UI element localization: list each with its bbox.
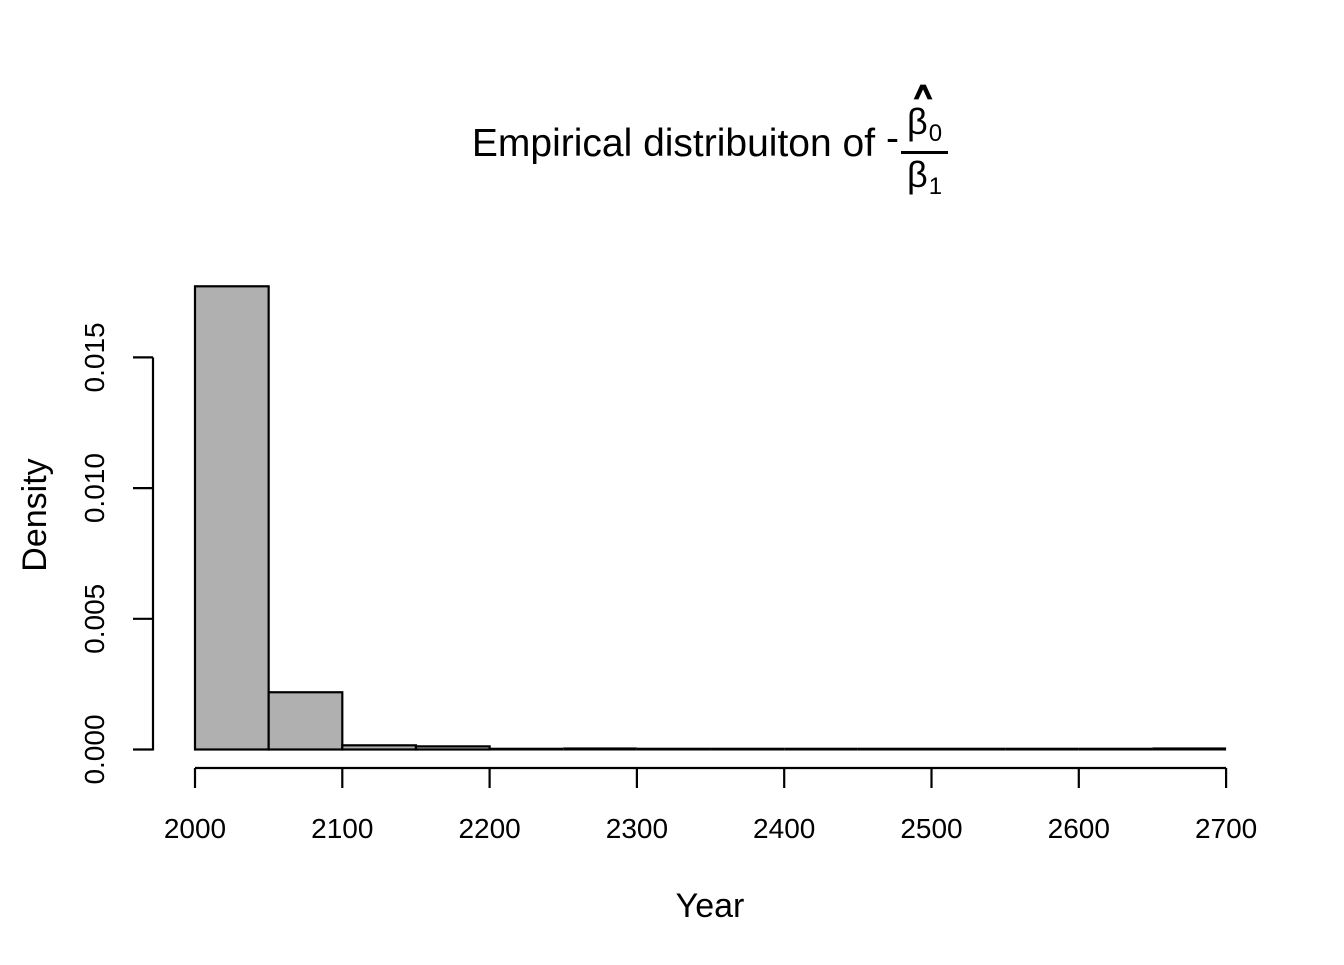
beta-hat-icon: ∧ <box>909 78 936 106</box>
x-tick-label: 2500 <box>900 813 962 844</box>
histogram-bar <box>636 747 711 751</box>
x-axis-title: Year <box>676 887 745 925</box>
histogram-bar <box>710 747 785 751</box>
plot-title: Empirical distribuiton of - ∧ β0 β1 <box>76 76 1344 206</box>
histogram-bar <box>1152 747 1227 751</box>
y-tick-label: 0.010 <box>79 453 110 523</box>
x-tick-label: 2000 <box>164 813 226 844</box>
histogram-bar <box>1078 747 1153 751</box>
histogram-bar <box>414 745 491 751</box>
x-tick-label: 2100 <box>311 813 373 844</box>
x-tick-label: 2200 <box>458 813 520 844</box>
numerator-beta: β <box>907 101 928 143</box>
histogram-bar <box>1005 747 1079 751</box>
title-fraction: ∧ β0 β1 <box>901 79 949 199</box>
histogram-bar <box>341 744 418 751</box>
y-axis-title: Density <box>16 458 54 571</box>
histogram-bar <box>784 747 858 751</box>
histogram-bar <box>267 691 344 751</box>
denominator-subscript: 1 <box>928 172 943 200</box>
x-tick-label: 2300 <box>606 813 668 844</box>
x-tick-label: 2700 <box>1195 813 1257 844</box>
histogram-bar <box>193 285 270 751</box>
y-tick-label: 0.000 <box>79 714 110 784</box>
title-minus-sign: - <box>886 117 900 160</box>
histogram-bar <box>489 747 564 751</box>
numerator-subscript: 0 <box>928 120 943 148</box>
denominator-beta: β <box>907 153 928 195</box>
y-tick-label: 0.015 <box>79 322 110 392</box>
x-tick-label: 2400 <box>753 813 815 844</box>
histogram-bar <box>857 747 932 751</box>
y-tick-label: 0.005 <box>79 584 110 654</box>
histogram-bar <box>931 747 1006 751</box>
fraction-numerator: ∧ β0 <box>901 79 949 154</box>
fraction-denominator: β1 <box>907 154 942 199</box>
x-tick-label: 2600 <box>1048 813 1110 844</box>
title-text: Empirical distribuiton of <box>471 122 876 165</box>
histogram-bar <box>563 747 637 751</box>
